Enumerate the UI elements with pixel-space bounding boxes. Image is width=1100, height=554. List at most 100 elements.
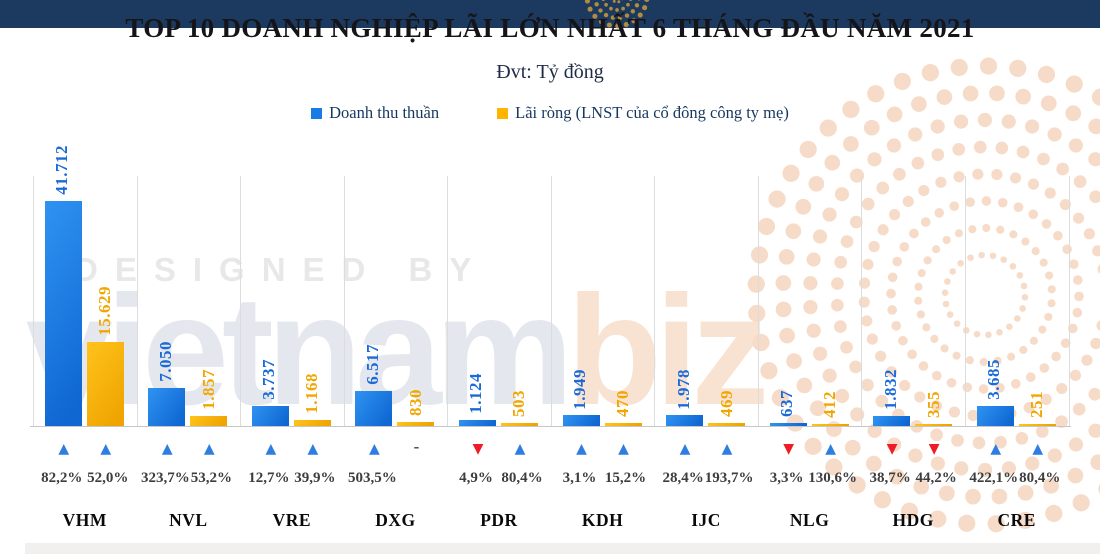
revenue-change-icon: ▲	[990, 441, 1002, 457]
profit-change-icon: -	[413, 437, 420, 456]
revenue-bar	[355, 390, 393, 426]
revenue-change-pct: 3,3%	[769, 470, 804, 486]
revenue-value-label: 637	[777, 389, 797, 417]
revenue-bar	[458, 419, 496, 426]
profit-change-icon: ▲	[618, 441, 629, 457]
revenue-change-icon: ▼	[886, 441, 898, 457]
profit-bar	[86, 341, 124, 426]
profit-bar	[604, 423, 642, 426]
profit-value-label: 1.857	[198, 369, 218, 410]
profit-bar	[811, 423, 849, 426]
profit-bar	[190, 415, 228, 426]
profit-value-label: 503	[509, 390, 529, 418]
gridline	[33, 176, 34, 426]
revenue-bar	[666, 415, 704, 426]
revenue-change-icon: ▼	[472, 441, 484, 457]
category-label: CRE	[997, 510, 1036, 530]
category-label: HDG	[892, 510, 934, 530]
revenue-change-icon: ▲	[576, 441, 587, 457]
watermark-brand-accent: biz	[566, 264, 770, 438]
revenue-bar	[769, 422, 807, 426]
profit-value-label: 830	[405, 388, 425, 416]
gridline	[861, 176, 863, 426]
profit-change-icon: ▲	[203, 441, 215, 457]
profit-change-pct: 130,6%	[808, 470, 857, 486]
gridline	[136, 176, 138, 426]
gridline	[343, 176, 345, 426]
legend-item-profit: Lãi ròng (LNST của cổ đông công ty mẹ)	[497, 103, 789, 123]
revenue-bar	[251, 405, 289, 426]
revenue-change-pct: 12,7%	[248, 470, 290, 486]
profit-value-label: 469	[716, 390, 736, 418]
category-label: IJC	[691, 510, 721, 530]
revenue-change-pct: 4,9%	[459, 470, 493, 486]
profit-value-label: 470	[613, 390, 633, 418]
revenue-change-pct: 3,1%	[562, 470, 597, 486]
revenue-bar	[562, 415, 600, 426]
revenue-change-pct: 503,5%	[348, 470, 397, 486]
legend: Doanh thu thuần Lãi ròng (LNST của cổ đô…	[0, 103, 1100, 123]
revenue-value-label: 1.978	[673, 368, 693, 410]
revenue-bar	[148, 387, 186, 426]
profit-bar	[500, 423, 538, 426]
legend-label-profit: Lãi ròng (LNST của cổ đông công ty mẹ)	[515, 103, 789, 122]
profit-bar	[1018, 424, 1056, 426]
revenue-change-icon: ▲	[369, 441, 380, 457]
profit-bar	[708, 423, 746, 426]
chart-title: TOP 10 DOANH NGHIỆP LÃI LỚN NHẤT 6 THÁNG…	[125, 13, 975, 43]
profit-change-icon: ▲	[514, 441, 526, 457]
profit-bar	[915, 424, 953, 426]
profit-change-pct: 39,9%	[294, 470, 336, 486]
legend-swatch-profit	[497, 107, 509, 119]
revenue-change-icon: ▲	[161, 441, 173, 457]
profit-change-pct: 80,4%	[1019, 470, 1061, 486]
profit-value-label: 355	[923, 391, 943, 418]
category-label: NVL	[169, 510, 208, 530]
revenue-change-icon: ▲	[265, 441, 277, 457]
category-label: NLG	[789, 510, 830, 530]
x-axis-line	[30, 426, 1071, 427]
category-label: DXG	[375, 510, 416, 530]
legend-label-revenue: Doanh thu thuần	[329, 103, 440, 122]
profit-change-pct: 44,2%	[915, 470, 957, 486]
gridline	[654, 176, 656, 426]
revenue-value-label: 1.124	[466, 373, 486, 414]
footer-strip	[25, 543, 1100, 554]
profit-change-pct: 15,2%	[604, 470, 647, 486]
gridline	[550, 176, 552, 426]
revenue-change-pct: 422,1%	[969, 470, 1019, 486]
profit-value-label: 15.629	[95, 285, 115, 336]
profit-change-icon: ▲	[721, 441, 733, 457]
profit-change-icon: ▲	[307, 441, 319, 457]
revenue-change-icon: ▼	[783, 441, 795, 457]
gridline	[757, 176, 759, 426]
revenue-value-label: 7.050	[155, 341, 175, 382]
revenue-change-icon: ▲	[679, 441, 691, 457]
profit-change-pct: 80,4%	[501, 470, 543, 486]
profit-change-pct: 52,0%	[87, 470, 129, 486]
revenue-bar	[873, 416, 911, 426]
revenue-change-pct: 38,7%	[869, 470, 911, 486]
header-bar	[0, 0, 1100, 28]
gridline	[240, 176, 242, 426]
category-label: VHM	[62, 510, 107, 530]
category-label: VRE	[272, 510, 312, 530]
revenue-value-label: 41.712	[52, 145, 72, 195]
profit-change-icon: ▲	[825, 441, 837, 457]
profit-value-label: 251	[1027, 391, 1047, 418]
profit-bar	[293, 419, 331, 426]
revenue-bar	[44, 201, 82, 426]
revenue-value-label: 3.685	[984, 359, 1004, 401]
gridline	[964, 176, 966, 426]
revenue-bar	[976, 406, 1014, 426]
revenue-value-label: 6.517	[362, 344, 382, 385]
watermark-designed-by: DESIGNED BY	[74, 251, 489, 288]
revenue-change-pct: 82,2%	[41, 470, 83, 486]
profit-value-label: 1.168	[302, 372, 322, 414]
revenue-value-label: 1.949	[570, 368, 590, 410]
revenue-change-pct: 28,4%	[662, 470, 704, 486]
profit-change-icon: ▲	[1032, 441, 1044, 457]
profit-value-label: 412	[820, 390, 840, 418]
revenue-value-label: 3.737	[259, 359, 279, 400]
